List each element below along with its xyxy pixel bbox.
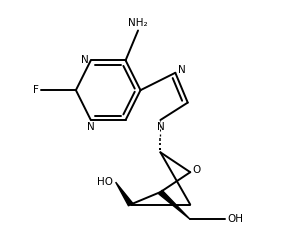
Text: N: N (178, 65, 186, 75)
Text: NH₂: NH₂ (128, 18, 148, 28)
Text: OH: OH (227, 214, 243, 224)
Polygon shape (159, 190, 190, 219)
Text: O: O (193, 165, 201, 175)
Text: N: N (87, 122, 95, 132)
Text: N: N (81, 55, 88, 65)
Text: HO: HO (97, 177, 113, 187)
Text: N: N (156, 122, 164, 132)
Polygon shape (116, 182, 133, 206)
Text: F: F (33, 85, 39, 95)
